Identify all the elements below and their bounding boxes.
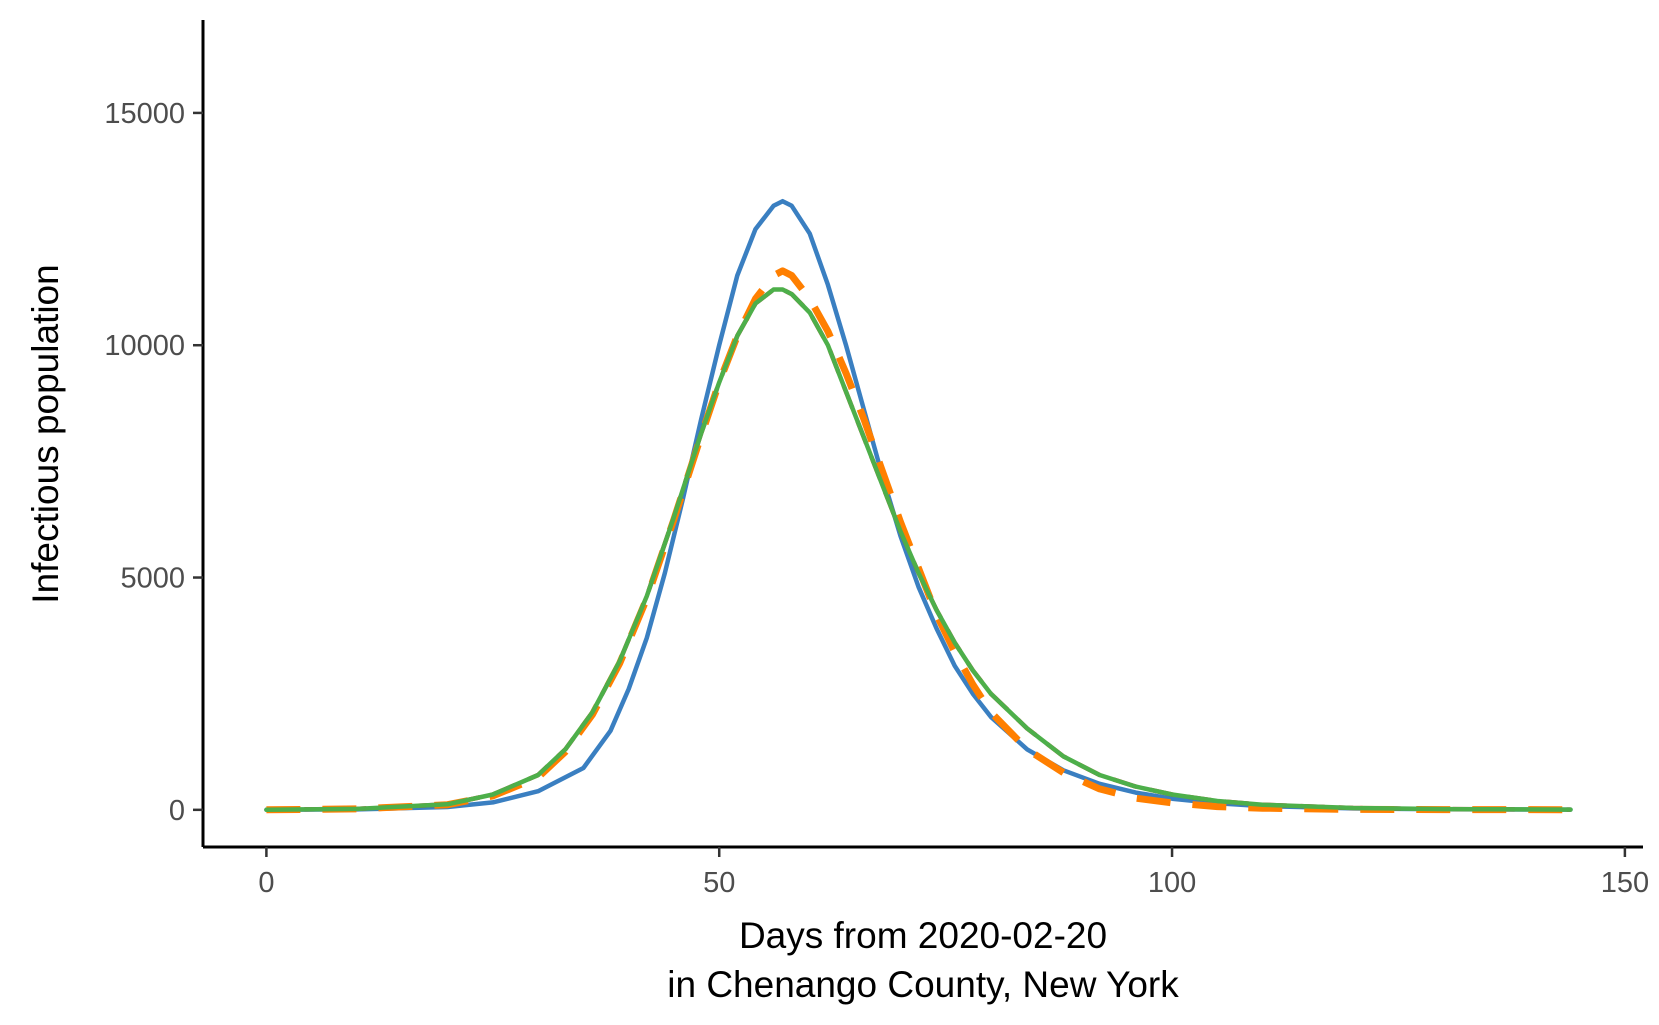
x-axis-title-line-1: Days from 2020-02-20 [739, 915, 1107, 956]
y-tick-label: 5000 [120, 563, 185, 595]
x-tick-label: 50 [703, 867, 735, 899]
x-tick-label: 100 [1148, 867, 1196, 899]
y-axis-title: Infectious population [25, 264, 66, 603]
series-line-4 [264, 287, 1573, 813]
y-tick-label: 15000 [104, 98, 185, 130]
series-line-3 [266, 267, 1571, 814]
x-tick-label: 0 [258, 867, 274, 899]
x-tick-label: 150 [1601, 867, 1649, 899]
y-tick-label: 10000 [104, 330, 185, 362]
x-ticks: 0 50 100 150 [258, 847, 1649, 899]
y-tick-label: 0 [169, 795, 185, 827]
series-line-2 [266, 287, 1571, 813]
x-axis-title-line-2: in Chenango County, New York [667, 964, 1179, 1005]
y-ticks: 0 5000 10000 15000 [104, 98, 203, 827]
series-layer [264, 198, 1573, 814]
series-line-1 [264, 198, 1573, 813]
